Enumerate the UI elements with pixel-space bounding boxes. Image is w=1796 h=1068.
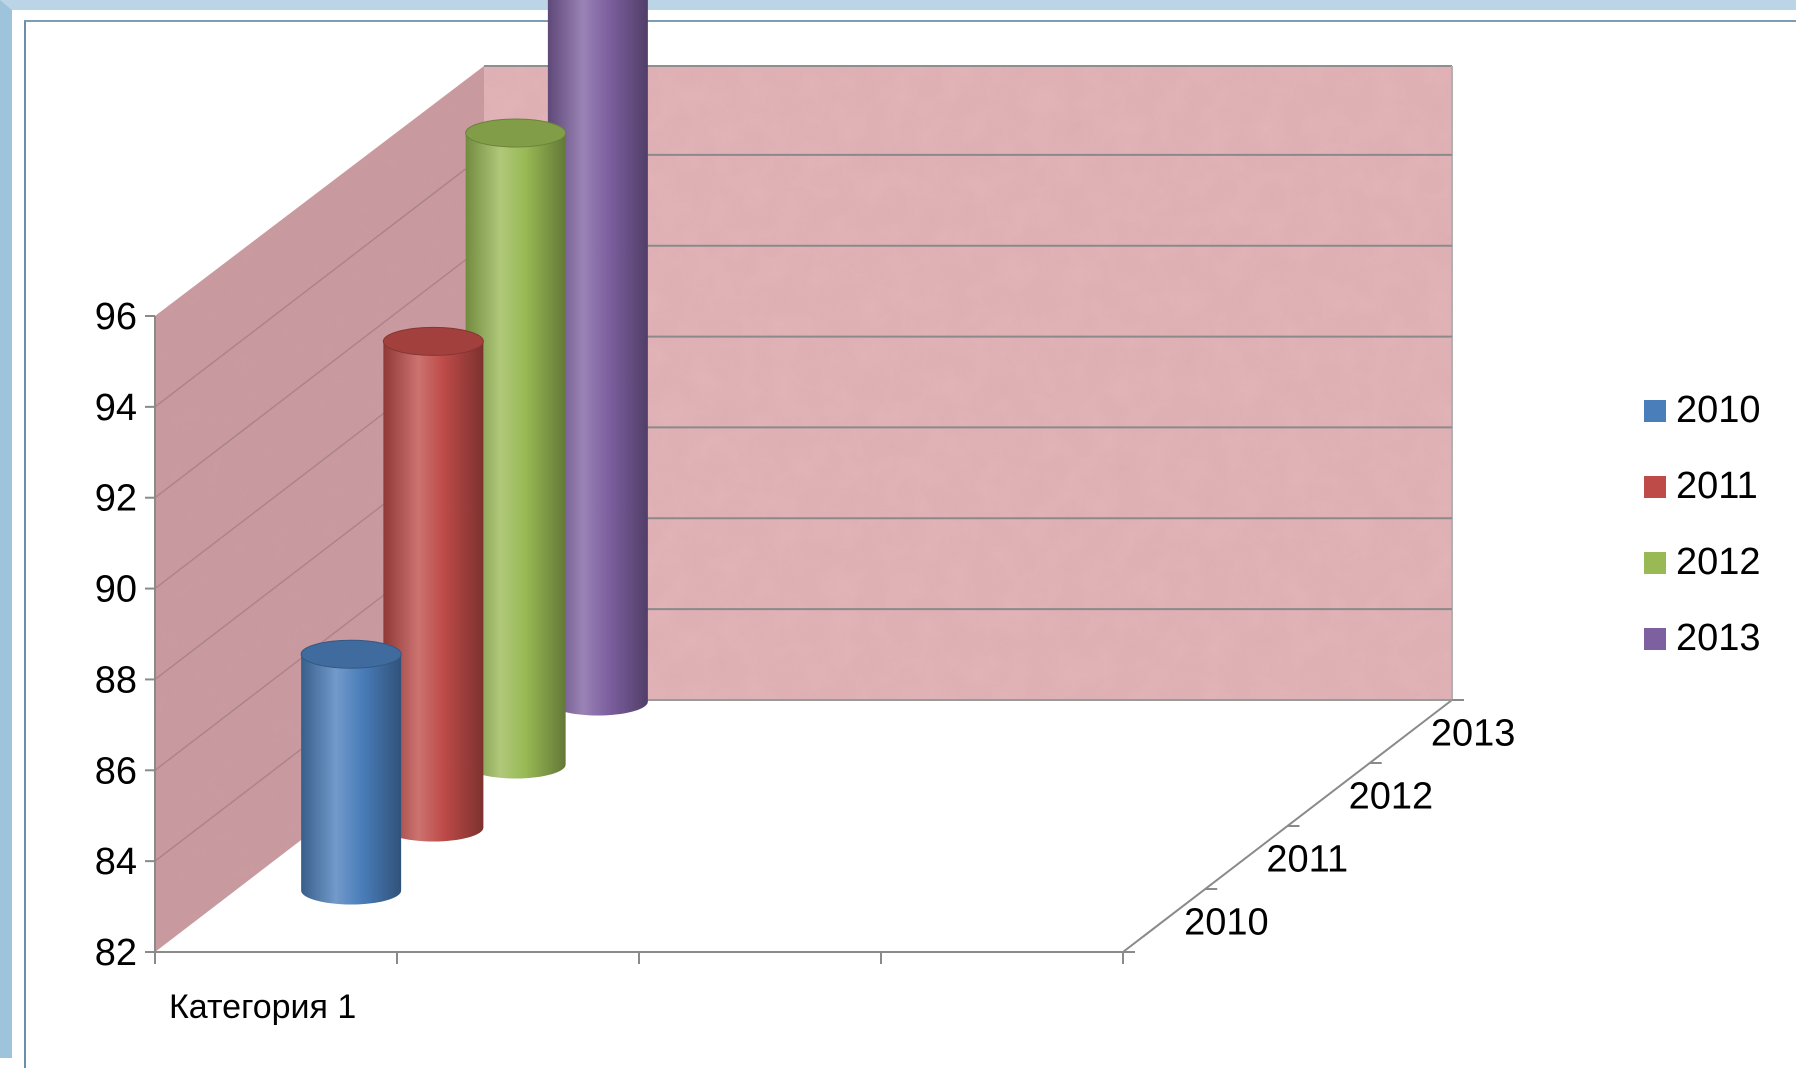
window-edge — [24, 20, 1796, 1068]
legend-swatch-2010 — [1644, 400, 1666, 422]
legend-label-2012: 2012 — [1676, 541, 1761, 583]
legend-swatch-2013 — [1644, 628, 1666, 650]
legend-label-2011: 2011 — [1676, 465, 1758, 507]
chart-bars — [300, 0, 648, 905]
legend-label-2013: 2013 — [1676, 617, 1761, 659]
cylinder-body — [383, 341, 484, 842]
depth-label: 2013 — [1431, 713, 1516, 755]
cylinder-body — [301, 654, 402, 905]
y-tick-label: 88 — [95, 659, 137, 701]
bar-2012 — [465, 118, 567, 779]
bar-2010 — [300, 639, 402, 905]
cylinder-top — [382, 326, 484, 356]
cylinder-top — [300, 639, 402, 669]
y-tick-label: 84 — [95, 841, 137, 883]
bar-2011 — [382, 326, 484, 842]
y-tick-label: 94 — [95, 387, 137, 429]
y-tick-label: 96 — [95, 296, 137, 338]
chart-legend: 2010 2011 2012 2013 — [1644, 389, 1761, 659]
category-label: Категория 1 — [169, 988, 356, 1026]
depth-label: 2011 — [1266, 839, 1348, 881]
side-gridline — [154, 154, 485, 408]
legend-label-2010: 2010 — [1676, 389, 1761, 431]
legend-swatch-2011 — [1644, 476, 1666, 498]
side-gridline — [154, 245, 485, 499]
depth-label: 2010 — [1184, 902, 1269, 944]
cylinder-body — [465, 133, 566, 779]
y-tick-label: 82 — [95, 932, 137, 974]
y-tick-label: 86 — [95, 750, 137, 792]
y-tick-label: 92 — [95, 478, 137, 520]
y-tick-label: 90 — [95, 569, 137, 611]
legend-swatch-2012 — [1644, 552, 1666, 574]
back-wall-texture — [484, 66, 1452, 700]
cylinder-top — [465, 118, 567, 148]
depth-label: 2012 — [1349, 776, 1434, 818]
bar-2013 — [547, 0, 648, 716]
cylinder-body — [547, 0, 648, 716]
